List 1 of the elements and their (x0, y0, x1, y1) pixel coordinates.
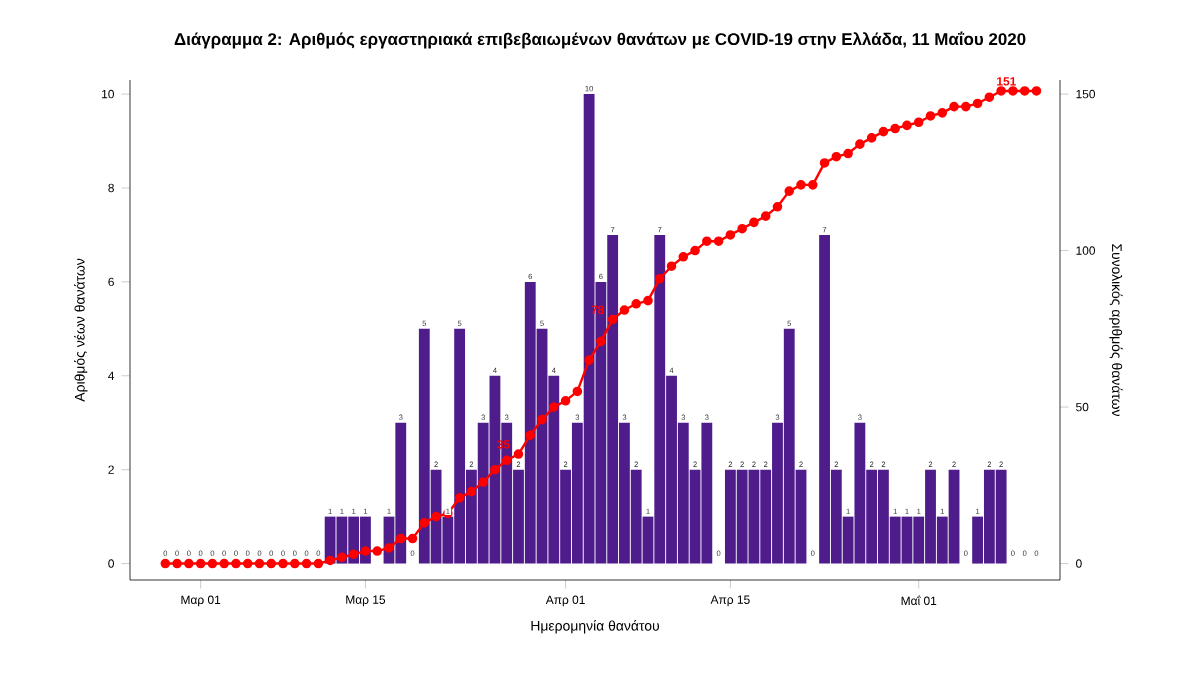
chart-title: Διάγραμμα 2: Αριθμός εργαστηριακά επιβεβαιωμένων θανάτων με COVID-19 στην Ελλάδα, 11 Μαΐου 2020 (174, 31, 1026, 49)
